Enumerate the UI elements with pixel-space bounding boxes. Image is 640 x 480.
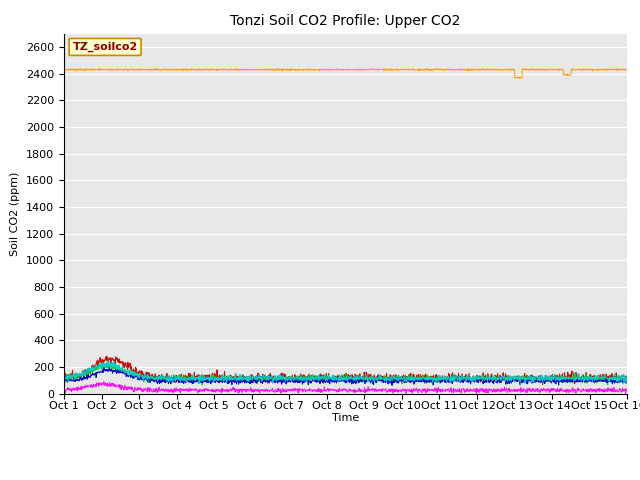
X-axis label: Time: Time <box>332 413 359 422</box>
Legend: Open -2cm, Tree -2cm, Open -4cm, Tree -4cm, Tree2 -2cm, Tree2 - 4cm: Open -2cm, Tree -2cm, Open -4cm, Tree -4… <box>76 477 616 480</box>
Title: Tonzi Soil CO2 Profile: Upper CO2: Tonzi Soil CO2 Profile: Upper CO2 <box>230 14 461 28</box>
Y-axis label: Soil CO2 (ppm): Soil CO2 (ppm) <box>10 171 20 256</box>
Text: TZ_soilco2: TZ_soilco2 <box>72 42 138 52</box>
